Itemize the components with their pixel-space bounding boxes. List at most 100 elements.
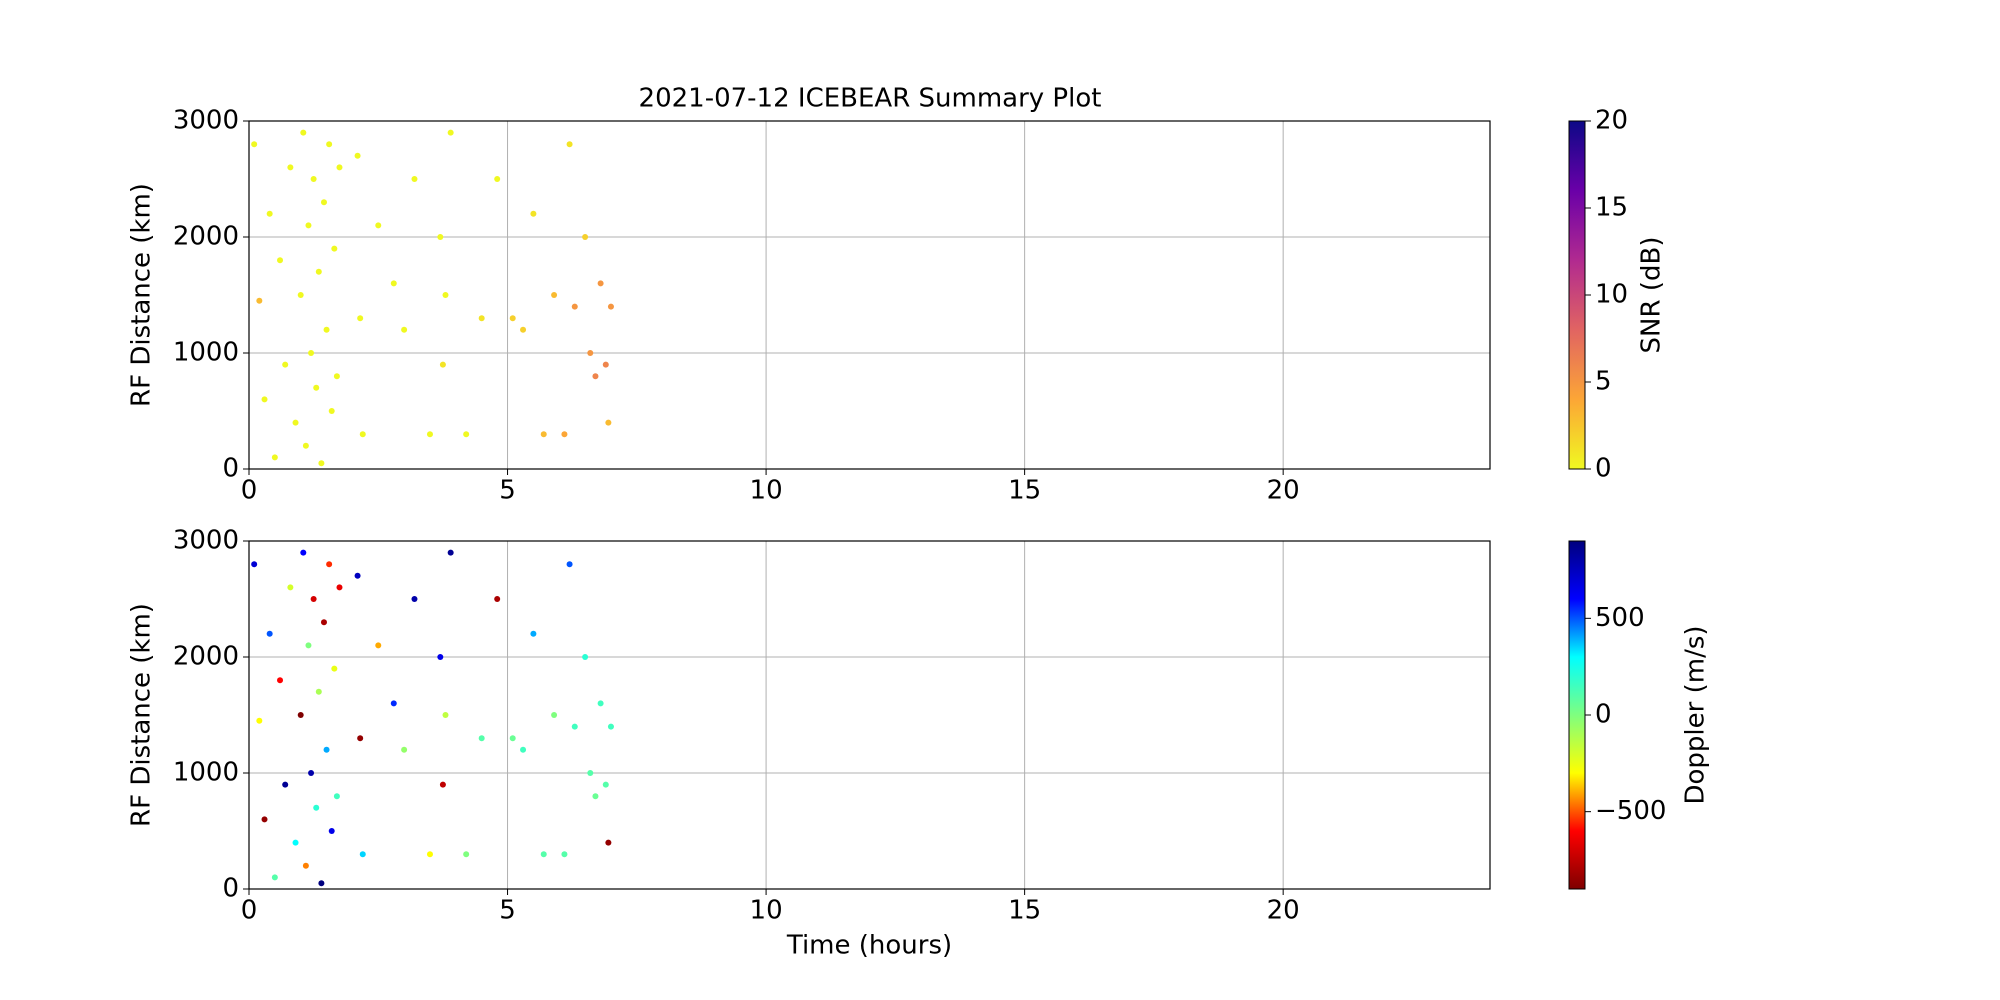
scatter-point (354, 152, 361, 159)
scatter-point (437, 654, 444, 660)
scatter-point (297, 292, 304, 298)
chart-title: 2021-07-12 ICEBEAR Summary Plot (639, 84, 1102, 114)
scatter-point (597, 700, 604, 707)
scatter-point (390, 280, 397, 287)
scatter-point (540, 851, 547, 858)
scatter-point (587, 350, 594, 356)
scatter-point (426, 431, 433, 438)
scatter-point (605, 419, 612, 426)
scatter-point (287, 164, 294, 171)
x-tick-label: 15 (1008, 896, 1041, 926)
scatter-point (442, 712, 449, 718)
scatter-point (478, 735, 485, 742)
scatter-point (305, 222, 312, 229)
colorbar-tick-label: 0 (1595, 700, 1612, 730)
scatter-point (277, 257, 284, 264)
colorbar-tick-label: 500 (1595, 603, 1645, 633)
scatter-point (540, 431, 547, 438)
scatter-point (271, 874, 278, 881)
plot-frame (248, 120, 1491, 470)
scatter-point (326, 141, 333, 148)
scatter-point (566, 141, 573, 148)
x-tick-label: 0 (241, 476, 258, 506)
scatter-point (602, 781, 609, 788)
scatter-point (320, 199, 327, 206)
scatter-point (266, 210, 273, 217)
scatter-point (266, 630, 273, 637)
y-tick-label: 1000 (173, 758, 239, 788)
scatter-point (336, 584, 343, 591)
colorbar-tick-label: 15 (1595, 193, 1628, 223)
x-tick-label: 0 (241, 896, 258, 926)
colorbar-tick-label: 0 (1595, 454, 1612, 484)
scatter-point (571, 303, 578, 310)
scatter-point (300, 549, 307, 556)
scatter-point (607, 723, 614, 730)
colorbar (1568, 120, 1586, 470)
scatter-point (336, 164, 343, 171)
scatter-point (308, 350, 315, 356)
y-tick-label: 0 (222, 874, 239, 904)
scatter-point (302, 442, 309, 449)
scatter-point (463, 851, 470, 858)
scatter-point (292, 419, 299, 426)
scatter-point (411, 176, 418, 182)
colorbar-tick-label: −500 (1595, 796, 1666, 826)
scatter-point (597, 280, 604, 287)
x-tick-label: 5 (499, 476, 516, 506)
x-tick-label: 10 (750, 896, 783, 926)
scatter-point (315, 688, 322, 695)
scatter-point (323, 326, 330, 333)
scatter-point (300, 129, 307, 136)
scatter-point (320, 619, 327, 626)
scatter-point (282, 361, 289, 368)
x-tick-label: 5 (499, 896, 516, 926)
scatter-point (305, 642, 312, 649)
scatter-point (333, 793, 340, 800)
scatter-point (308, 770, 315, 776)
scatter-point (313, 804, 320, 811)
scatter-point (530, 210, 537, 217)
scatter-point (313, 384, 320, 391)
scatter-point (375, 222, 382, 229)
y-tick-label: 3000 (173, 526, 239, 556)
scatter-point (256, 297, 263, 304)
y-tick-label: 1000 (173, 338, 239, 368)
scatter-point (310, 176, 317, 182)
scatter-point (251, 141, 258, 148)
scatter-point (592, 793, 599, 800)
scatter-point (357, 735, 364, 742)
scatter-point (277, 677, 284, 684)
scatter-point (331, 665, 338, 672)
scatter-point (463, 431, 470, 438)
scatter-point (326, 561, 333, 568)
scatter-point (302, 862, 309, 869)
scatter-point (582, 234, 589, 240)
scatter-point (375, 642, 382, 649)
scatter-point (271, 454, 278, 461)
scatter-point (359, 431, 366, 438)
scatter-point (530, 630, 537, 637)
scatter-point (310, 596, 317, 602)
scatter-point (439, 781, 446, 788)
scatter-point (447, 129, 454, 136)
colorbar-tick-label: 10 (1595, 280, 1628, 310)
scatter-point (354, 572, 361, 579)
scatter-point (520, 326, 527, 333)
colorbar-label: Doppler (m/s) (1681, 625, 1711, 804)
y-tick-label: 2000 (173, 222, 239, 252)
scatter-point (494, 176, 501, 182)
scatter-point (442, 292, 449, 298)
colorbar-tick-label: 5 (1595, 367, 1612, 397)
colorbar-label: SNR (dB) (1637, 237, 1667, 354)
scatter-point (439, 361, 446, 368)
x-tick-label: 10 (750, 476, 783, 506)
scatter-point (605, 839, 612, 846)
colorbar (1568, 540, 1586, 890)
scatter-point (447, 549, 454, 556)
x-axis-label: Time (hours) (786, 931, 952, 961)
plot-frame (248, 540, 1491, 890)
y-axis-label: RF Distance (km) (127, 183, 157, 407)
y-tick-label: 0 (222, 454, 239, 484)
